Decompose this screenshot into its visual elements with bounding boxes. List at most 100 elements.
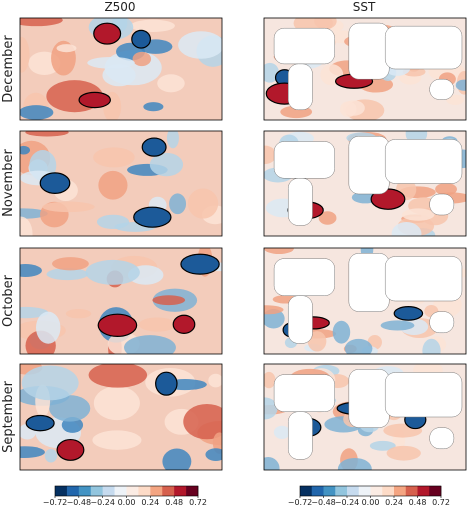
anomaly-blob [49,395,91,422]
significant-region [39,172,71,194]
anomaly-blob [162,448,192,470]
anomaly-blob [205,448,222,461]
anomaly-blob [132,51,152,67]
anomaly-blob [446,94,465,105]
anomaly-blob [166,131,179,149]
column-title: SST [353,0,376,14]
colorbar-segment [138,486,151,496]
land [429,78,455,100]
anomaly-blob [46,268,89,281]
land [348,22,390,80]
map-panel [264,248,466,354]
anomaly-blob [87,56,135,69]
colorbar-segment [417,486,430,496]
colorbar-tick-label: 0.72 [189,498,207,506]
anomaly-blob [98,170,128,200]
anomaly-blob [21,365,79,401]
anomaly-blob [264,371,276,389]
significant-region [56,438,85,461]
anomaly-blob [318,211,337,225]
colorbar-segment [429,486,442,496]
colorbar-segment [174,486,187,496]
significant-region [78,91,111,109]
anomaly-blob [264,248,294,255]
anomaly-blob [143,102,164,112]
anomaly-blob [152,295,186,306]
colorbar-tick-label: −0.72 [43,498,68,506]
anomaly-blob [20,264,42,278]
colorbar-segment [186,486,199,496]
colorbar-segment [347,486,360,496]
significant-region [25,414,55,432]
anomaly-blob [264,456,280,470]
panel-frame [263,363,467,471]
map-panel [20,364,222,470]
land [384,25,463,70]
land [273,258,335,296]
significant-region [180,253,220,275]
column-title: Z500 [104,0,135,14]
anomaly-blob [124,335,176,354]
colorbar-tick-label: 0.00 [362,498,380,506]
anomaly-blob [20,446,45,458]
panel-frame [19,130,223,237]
map-panel [20,18,222,120]
colorbar-tick-label: −0.24 [335,498,360,506]
colorbar-tick-label: −0.48 [311,498,336,506]
anomaly-blob [339,101,357,118]
panel-frame [19,247,223,355]
land [287,63,313,111]
colorbar-segment [102,486,115,496]
anomaly-blob [157,74,185,93]
colorbar-tick-label: 0.24 [385,498,403,506]
colorbar-segment [323,486,336,496]
anomaly-blob [130,19,175,33]
land [384,256,463,302]
map-panel [264,131,466,236]
anomaly-blob [20,145,31,155]
anomaly-blob [92,430,142,450]
row-label: October [1,274,16,327]
land [287,178,313,226]
colorbar-segment [335,486,348,496]
significant-region [172,314,196,334]
colorbar-tick-label: −0.72 [288,498,313,506]
land [429,193,455,216]
anomaly-blob [20,105,54,120]
colorbar-segment [66,486,80,496]
colorbar-segment [90,486,103,496]
colorbar-segment [405,486,418,496]
panel-frame [263,17,467,121]
colorbar-segment [78,486,92,496]
land [384,372,463,418]
colorbar-segment [394,486,407,496]
land [273,374,335,412]
anomaly-blob [187,188,219,219]
anomaly-blob [401,208,435,221]
anomaly-blob [337,457,372,470]
map-panel [20,131,222,236]
anomaly-blob [20,18,63,27]
anomaly-blob [369,440,396,451]
anomaly-blob [52,257,89,271]
anomaly-blob [20,36,30,73]
land [348,136,390,195]
anomaly-blob [56,44,77,53]
map-panel [20,248,222,354]
land [348,253,390,312]
row-label: September [1,380,16,453]
colorbar-tick-label: −0.24 [90,498,115,506]
land [384,139,463,184]
anomaly-blob [380,320,415,331]
anomaly-blob [455,79,466,91]
panel-frame [263,247,467,355]
anomaly-blob [264,305,284,315]
significant-region [97,313,138,338]
colorbar-segment [311,486,324,496]
land [273,141,335,179]
significant-region [131,29,151,49]
significant-region [155,371,178,396]
anomaly-blob [264,145,277,165]
colorbar-segment [382,486,395,496]
